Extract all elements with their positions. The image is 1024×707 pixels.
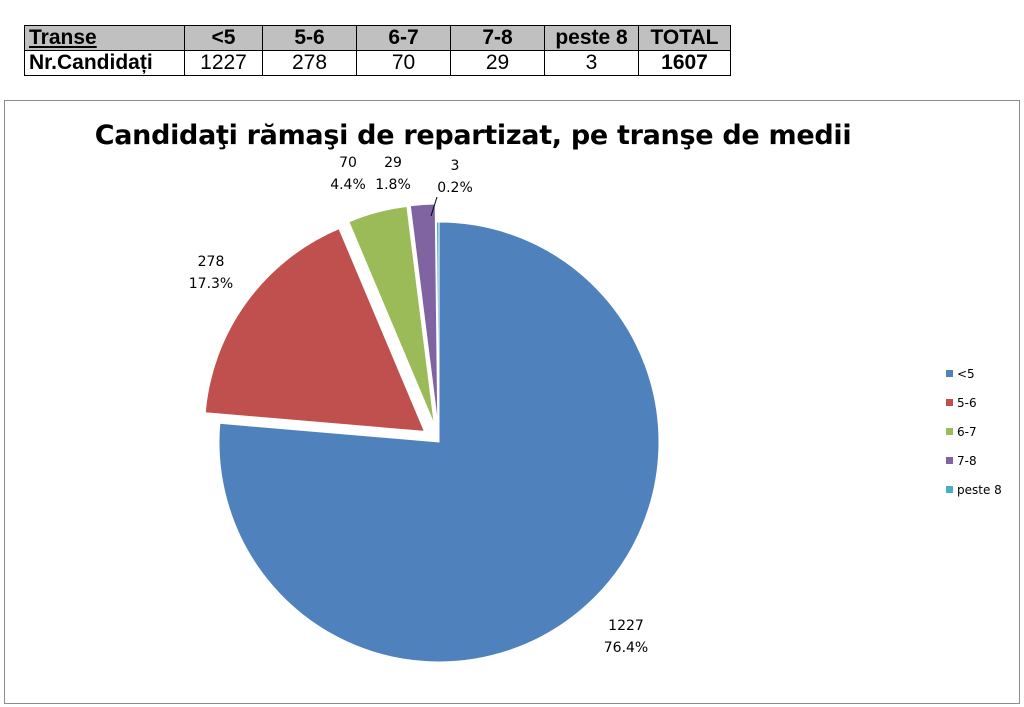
table-header-cell: peste 8	[544, 25, 639, 51]
table-header-cell: TOTAL	[638, 25, 731, 51]
table-header-cell: 6-7	[356, 25, 451, 51]
data-label-value: 29	[384, 155, 402, 171]
leader-line	[430, 196, 438, 217]
table-row-label: Nr.Candidați	[24, 50, 185, 76]
legend-label: peste 8	[957, 483, 1002, 497]
legend-swatch	[946, 370, 953, 377]
legend-swatch	[946, 486, 953, 493]
table-cell: 1227	[184, 50, 263, 76]
legend-label: 7-8	[957, 454, 977, 468]
table-header-row: Transe <5 5-6 6-7 7-8 peste 8 TOTAL	[24, 25, 731, 51]
data-label-value: 278	[198, 254, 225, 270]
pie-slice-6-7	[348, 205, 435, 425]
table-cell: 278	[262, 50, 357, 76]
data-label-percent: 76.4%	[604, 640, 648, 656]
table-header-cell: 7-8	[450, 25, 545, 51]
legend-swatch	[946, 399, 953, 406]
pie-slice-5-6	[204, 228, 426, 432]
data-label-percent: 1.8%	[375, 177, 411, 193]
legend-label: 5-6	[957, 396, 977, 410]
legend-swatch	[946, 457, 953, 464]
data-table: Transe <5 5-6 6-7 7-8 peste 8 TOTAL Nr.C…	[24, 25, 731, 76]
pie-slice-peste-8	[435, 221, 440, 443]
legend-label: 6-7	[957, 425, 977, 439]
table-cell: 70	[356, 50, 451, 76]
table-cell: 29	[450, 50, 545, 76]
data-label-value: 70	[339, 155, 357, 171]
legend-label: <5	[957, 367, 975, 381]
data-label-value: 1227	[608, 618, 644, 634]
data-label-percent: 17.3%	[189, 276, 233, 292]
table-cell: 3	[544, 50, 639, 76]
table-header-cell: Transe	[24, 25, 185, 51]
data-label-percent: 0.2%	[437, 180, 473, 196]
table-total-cell: 1607	[638, 50, 731, 76]
data-label-value: 3	[451, 158, 460, 174]
table-row: Nr.Candidați 1227 278 70 29 3 1607	[24, 50, 731, 76]
chart-title: Candidaţi rămaşi de repartizat, pe tranş…	[94, 120, 852, 151]
data-label-percent: 4.4%	[330, 177, 366, 193]
legend-swatch	[946, 428, 953, 435]
